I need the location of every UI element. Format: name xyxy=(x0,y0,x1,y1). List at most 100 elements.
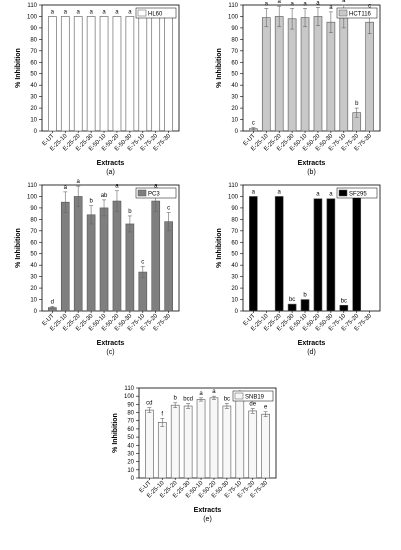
y-tick-label: 60 xyxy=(231,240,238,246)
y-tick-label: 50 xyxy=(30,72,37,78)
y-axis-title: % Inhibition xyxy=(15,48,22,88)
legend-label: HL60 xyxy=(148,12,163,18)
bar xyxy=(248,410,258,479)
significance-letter: a xyxy=(115,184,119,190)
plot-frame xyxy=(41,4,180,132)
y-tick-label: 0 xyxy=(34,309,38,315)
bar xyxy=(183,405,193,479)
x-axis-title: Extracts xyxy=(97,160,125,167)
significance-letter: a xyxy=(154,184,158,190)
y-tick-label: 20 xyxy=(30,106,37,112)
legend-swatch xyxy=(137,9,147,17)
significance-letter: a xyxy=(64,185,68,191)
bar xyxy=(339,304,349,312)
significance-letter: a xyxy=(278,0,282,5)
plot-frame xyxy=(138,387,277,479)
plot-frame xyxy=(41,184,180,312)
significance-letter: a xyxy=(199,391,203,397)
significance-letter: bc xyxy=(224,397,230,403)
bar xyxy=(99,207,109,312)
y-tick-label: 10 xyxy=(231,118,238,124)
legend-box xyxy=(135,187,177,199)
y-tick-label: 30 xyxy=(30,275,37,281)
significance-letter: c xyxy=(141,259,144,265)
legend-swatch xyxy=(338,9,348,17)
y-tick-label: 10 xyxy=(231,298,238,304)
legend-box xyxy=(135,7,177,19)
y-tick-label: 90 xyxy=(30,26,37,32)
y-tick-label: 100 xyxy=(27,14,38,20)
bar xyxy=(164,16,173,132)
significance-letter: b xyxy=(128,209,132,215)
significance-letter: bcd xyxy=(183,397,193,403)
significance-letter: c xyxy=(368,4,371,10)
significance-letter: a xyxy=(115,9,119,15)
significance-letter: bc xyxy=(289,297,295,303)
significance-letter: a xyxy=(89,9,93,15)
panel-label: (c) xyxy=(106,349,114,356)
chart-panel-3: 0102030405060708090100110dE-UTaE-25-10aE… xyxy=(15,179,180,356)
bar xyxy=(145,409,154,479)
y-tick-label: 100 xyxy=(27,194,38,200)
significance-letter: a xyxy=(329,5,333,11)
y-tick-label: 20 xyxy=(30,286,37,292)
bar xyxy=(125,16,135,132)
y-tick-label: 60 xyxy=(127,427,134,433)
y-tick-label: 20 xyxy=(231,106,238,112)
bar xyxy=(73,16,83,132)
y-tick-label: 70 xyxy=(127,419,134,425)
y-tick-label: 50 xyxy=(231,72,238,78)
significance-letter: a xyxy=(252,189,256,195)
panel-label: (e) xyxy=(203,516,212,523)
panel-label: (b) xyxy=(307,169,316,176)
bar xyxy=(99,16,109,132)
y-tick-label: 50 xyxy=(30,252,37,258)
bar xyxy=(209,397,219,479)
bar xyxy=(261,17,271,132)
y-tick-label: 90 xyxy=(231,26,238,32)
bar xyxy=(170,404,180,479)
y-axis-title: % Inhibition xyxy=(15,228,22,268)
bar xyxy=(60,16,70,132)
y-tick-label: 60 xyxy=(30,60,37,66)
significance-letter: a xyxy=(316,0,320,6)
y-axis-title: % Inhibition xyxy=(216,228,223,268)
y-tick-label: 80 xyxy=(30,37,37,43)
bar xyxy=(235,398,245,479)
y-tick-label: 80 xyxy=(127,411,134,417)
y-axis-title: % Inhibition xyxy=(112,413,119,453)
y-tick-label: 110 xyxy=(27,3,37,9)
legend-label: HCT116 xyxy=(349,12,372,18)
y-tick-label: 100 xyxy=(228,194,239,200)
legend-swatch xyxy=(234,392,244,400)
bar xyxy=(151,200,161,312)
y-tick-label: 30 xyxy=(30,95,37,101)
bar xyxy=(249,196,258,312)
y-tick-label: 110 xyxy=(124,386,134,392)
bar xyxy=(196,399,206,479)
significance-letter: b xyxy=(174,396,178,402)
bar xyxy=(274,16,284,132)
significance-letter: bc xyxy=(341,298,347,304)
y-tick-label: 10 xyxy=(30,118,37,124)
y-tick-label: 40 xyxy=(127,443,134,449)
y-tick-label: 0 xyxy=(131,476,135,482)
y-tick-label: 70 xyxy=(30,49,37,55)
y-tick-label: 20 xyxy=(127,460,134,466)
legend-box xyxy=(232,390,274,402)
legend-swatch xyxy=(338,189,348,197)
y-tick-label: 30 xyxy=(127,451,134,457)
x-axis-title: Extracts xyxy=(97,340,125,347)
legend-label: PC3 xyxy=(148,192,160,198)
legend-box xyxy=(336,187,378,199)
legend-box xyxy=(336,7,378,19)
legend-label: SF295 xyxy=(349,192,367,198)
bar xyxy=(313,198,323,312)
bar xyxy=(157,422,167,479)
significance-letter: a xyxy=(64,9,68,15)
significance-letter: a xyxy=(102,9,106,15)
bar xyxy=(300,299,310,312)
y-tick-label: 20 xyxy=(231,286,238,292)
bar xyxy=(112,200,122,312)
significance-letter: a xyxy=(290,1,294,7)
